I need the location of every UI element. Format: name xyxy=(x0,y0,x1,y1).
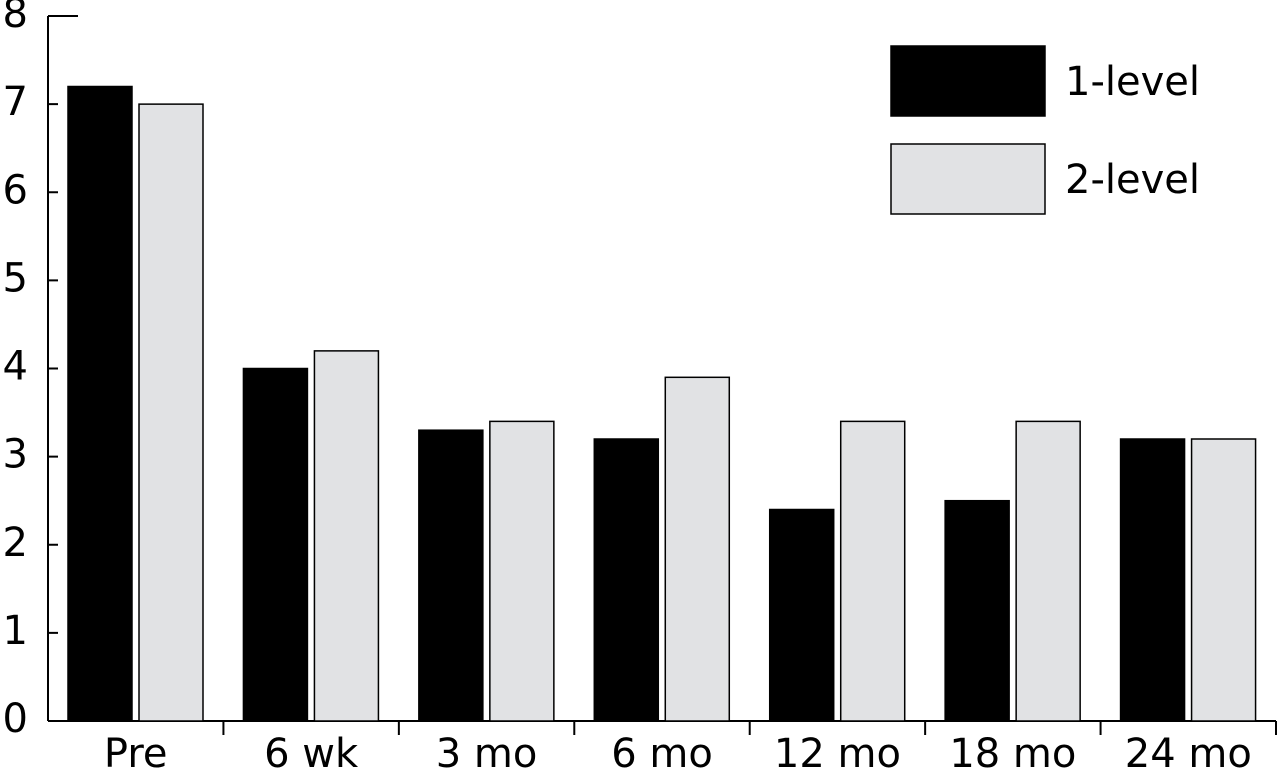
x-tick-label: 6 mo xyxy=(611,731,713,777)
y-tick-label: 2 xyxy=(3,520,28,566)
bar xyxy=(839,420,906,722)
x-tick-label: 3 mo xyxy=(436,731,538,777)
bar xyxy=(418,429,484,722)
y-tick-label: 4 xyxy=(3,344,28,390)
y-tick-label: 6 xyxy=(3,167,28,213)
bar xyxy=(1190,438,1257,722)
y-tick-label: 7 xyxy=(3,79,28,125)
y-tick-label: 1 xyxy=(3,608,28,654)
bar xyxy=(489,420,555,722)
bar xyxy=(664,376,731,722)
y-tick-label: 3 xyxy=(3,432,28,478)
y-tick-label: 8 xyxy=(3,0,28,37)
y-tick-label: 5 xyxy=(3,255,28,301)
bar xyxy=(138,103,204,722)
bar xyxy=(242,367,309,722)
bar xyxy=(313,350,380,722)
y-tick-label: 0 xyxy=(3,696,28,742)
legend-label: 2-level xyxy=(1065,157,1200,203)
bar xyxy=(944,499,1010,722)
bar xyxy=(593,438,660,722)
x-tick-label: 24 mo xyxy=(1125,731,1252,777)
legend-label: 1-level xyxy=(1065,59,1200,105)
bar xyxy=(1015,420,1081,722)
bar xyxy=(768,508,835,722)
bar xyxy=(1119,438,1186,722)
x-tick-label: 6 wk xyxy=(264,731,359,777)
legend-swatch xyxy=(890,143,1046,215)
x-tick-label: Pre xyxy=(104,731,168,777)
bar xyxy=(67,85,133,722)
legend-swatch xyxy=(890,45,1046,117)
x-tick-label: 12 mo xyxy=(774,731,901,777)
x-tick-label: 18 mo xyxy=(949,731,1076,777)
